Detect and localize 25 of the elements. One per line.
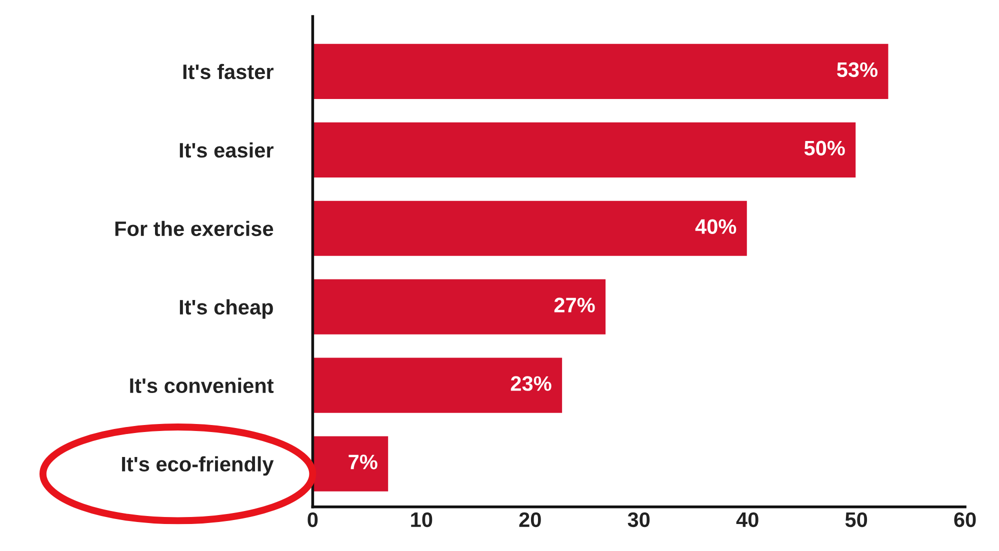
bar — [312, 278, 607, 336]
data-label: 50% — [804, 140, 845, 156]
y-tick-label: It's cheap — [180, 299, 273, 319]
x-tick-label: 30 — [628, 512, 650, 528]
x-tick-label: 20 — [519, 512, 541, 528]
bar — [312, 199, 748, 258]
y-tick-label: It's convenient — [130, 378, 274, 394]
data-label: 53% — [837, 62, 878, 78]
data-label: 7% — [348, 454, 378, 470]
x-tick-label: 0 — [308, 512, 318, 528]
y-tick-label: It's faster — [183, 64, 274, 80]
bar — [312, 42, 890, 100]
y-tick-label: It's eco-friendly — [122, 456, 274, 476]
x-tick-label: 50 — [845, 512, 868, 528]
bar — [312, 356, 564, 414]
data-label: 27% — [554, 298, 595, 312]
bar — [312, 434, 390, 493]
data-label: 40% — [695, 219, 736, 234]
data-label: 23% — [510, 376, 552, 391]
x-tick-label: 40 — [736, 512, 758, 528]
y-tick-label: For the exercise — [115, 220, 274, 236]
x-tick-label: 60 — [954, 512, 976, 528]
y-tick-label: It's easier — [180, 142, 274, 158]
x-tick-label: 10 — [411, 512, 432, 528]
bar — [312, 120, 858, 179]
